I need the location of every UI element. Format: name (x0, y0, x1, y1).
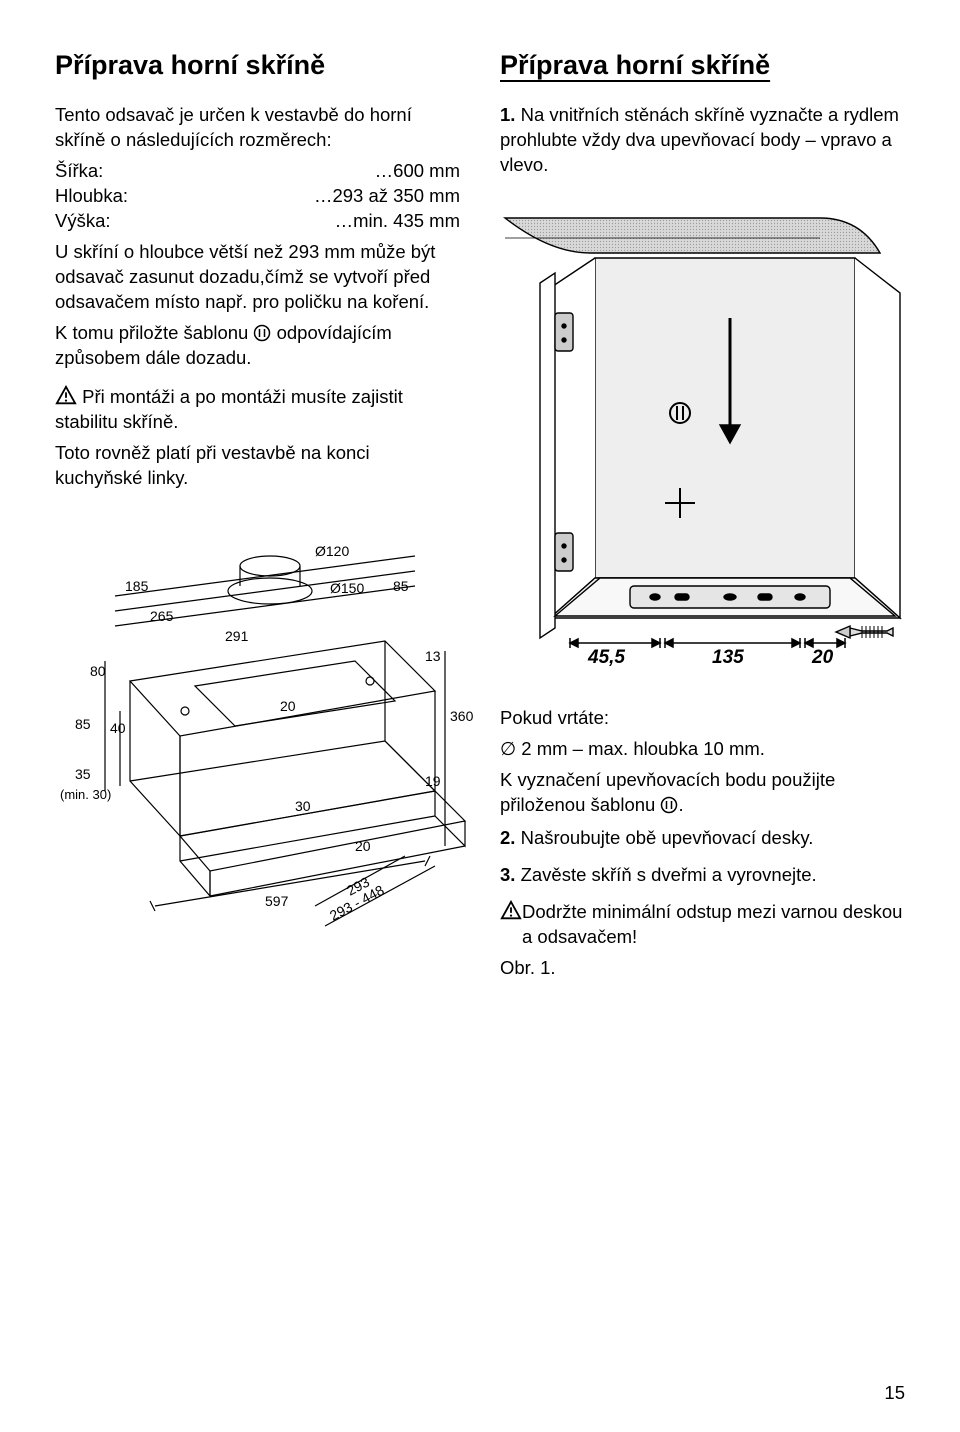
label-35: 35 (75, 766, 91, 782)
right-warning: Dodržte minimální odstup mezi varnou des… (500, 900, 905, 950)
step2-text: Našroubujte obě upevňovací desky. (515, 827, 813, 848)
illustration-cabinet: 45,5 135 20 (500, 198, 905, 678)
label-360: 360 (450, 708, 474, 724)
step-3: 3. Zavěste skříň s dveřmi a vyrovnejte. (500, 863, 905, 888)
label-19: 19 (425, 773, 441, 789)
dim-row-height: Výška: …min. 435 mm (55, 209, 460, 234)
drill-heading: Pokud vrtáte: (500, 706, 905, 731)
warning-triangle-icon (500, 900, 522, 920)
dim-row-width: Šířka: …600 mm (55, 159, 460, 184)
dim-label: Šířka: (55, 159, 103, 184)
label-d120: Ø120 (315, 543, 349, 559)
label-min30: (min. 30) (60, 787, 111, 802)
left-p3: K tomu přiložte šablonu odpovídajícím zp… (55, 321, 460, 371)
label-291: 291 (225, 628, 249, 644)
obr-label: Obr. 1. (500, 956, 905, 981)
template-text-b: . (678, 794, 683, 815)
p3a: K tomu přiložte šablonu (55, 322, 253, 343)
step3-lead: 3. (500, 864, 515, 885)
label-80: 80 (90, 663, 106, 679)
dim-value: …min. 435 mm (335, 209, 460, 234)
label-20a: 20 (280, 698, 296, 714)
template-ii-icon (253, 324, 271, 342)
label-85a: 85 (393, 578, 409, 594)
step1-lead: 1. (500, 104, 515, 125)
diameter-text: 2 mm – max. hloubka 10 mm. (516, 738, 765, 759)
label-597: 597 (265, 893, 289, 909)
left-intro: Tento odsavač je určen k vestavbě do hor… (55, 103, 460, 153)
left-heading: Příprava horní skříně (55, 50, 460, 81)
dimension-drawing: Ø120 Ø150 185 265 291 85 (55, 511, 460, 941)
dim-value: …600 mm (375, 159, 460, 184)
dim-row-depth: Hloubka: …293 až 350 mm (55, 184, 460, 209)
left-p4: Toto rovněž platí při vestavbě na konci … (55, 441, 460, 491)
label-265: 265 (150, 608, 174, 624)
warn2-text: Dodržte minimální odstup mezi varnou des… (522, 901, 902, 947)
left-p2: U skříní o hloubce větší než 293 mm může… (55, 240, 460, 315)
page-number: 15 (884, 1382, 905, 1404)
dim-label: Hloubka: (55, 184, 128, 209)
left-warning: Při montáži a po montáži musíte zajistit… (55, 385, 460, 435)
step1-text: Na vnitřních stěnách skříně vyznačte a r… (500, 104, 899, 175)
label-185: 185 (125, 578, 149, 594)
dim-135: 135 (712, 647, 744, 668)
warn1-text: Při montáži a po montáži musíte zajistit… (55, 386, 403, 432)
right-heading: Příprava horní skříně (500, 50, 905, 81)
template-ii-icon (660, 796, 678, 814)
diameter-line: ∅ 2 mm – max. hloubka 10 mm. (500, 737, 905, 762)
step2-lead: 2. (500, 827, 515, 848)
label-13: 13 (425, 648, 441, 664)
label-20b: 20 (355, 838, 371, 854)
diameter-symbol: ∅ (500, 738, 516, 759)
dim-label: Výška: (55, 209, 111, 234)
template-line: K vyznačení upevňovacích bodu použijte p… (500, 768, 905, 818)
dim-455: 45,5 (587, 647, 625, 668)
label-30: 30 (295, 798, 311, 814)
warning-triangle-icon (55, 385, 77, 405)
label-85b: 85 (75, 716, 91, 732)
step-1: 1. Na vnitřních stěnách skříně vyznačte … (500, 103, 905, 178)
dim-value: …293 až 350 mm (314, 184, 460, 209)
step3-text: Zavěste skříň s dveřmi a vyrovnejte. (515, 864, 816, 885)
label-40: 40 (110, 720, 126, 736)
step-2: 2. Našroubujte obě upevňovací desky. (500, 826, 905, 851)
dim-20: 20 (811, 647, 834, 668)
